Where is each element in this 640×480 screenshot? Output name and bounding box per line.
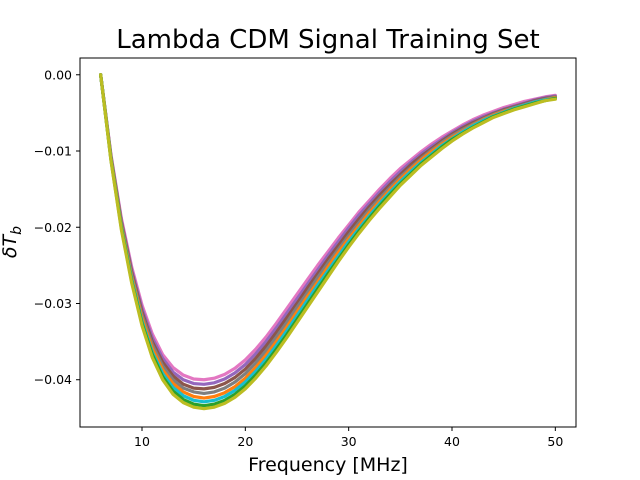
y-tick-label: −0.04 bbox=[34, 372, 72, 387]
series-line-8 bbox=[99, 73, 557, 411]
y-axis-label-subscript: b bbox=[9, 226, 25, 235]
plot-area bbox=[79, 57, 577, 428]
x-tick-label: 10 bbox=[134, 434, 150, 449]
x-tick-label: 40 bbox=[444, 434, 460, 449]
series-line-7 bbox=[99, 73, 557, 408]
series-layer bbox=[99, 73, 557, 411]
x-tick-label: 50 bbox=[547, 434, 563, 449]
y-tick-label: −0.01 bbox=[34, 144, 72, 159]
series-line-6 bbox=[99, 73, 557, 404]
y-tick-label: −0.03 bbox=[34, 296, 72, 311]
axes-frame bbox=[79, 57, 577, 428]
series-line-5 bbox=[99, 73, 557, 400]
y-tick-label: −0.02 bbox=[34, 220, 72, 235]
series-line-4 bbox=[99, 73, 557, 396]
x-tick-label: 20 bbox=[237, 434, 253, 449]
x-axis-label: Frequency [MHz] bbox=[248, 454, 408, 476]
y-axis-label-base: δT bbox=[0, 233, 21, 258]
y-axis: 0.00 −0.01 −0.02 −0.03 −0.04 bbox=[34, 67, 80, 387]
x-tick-label: 30 bbox=[341, 434, 357, 449]
x-axis: 10 20 30 40 50 bbox=[134, 427, 563, 449]
y-tick-label: 0.00 bbox=[44, 67, 72, 82]
y-axis-label: δTb bbox=[0, 226, 25, 258]
chart-title: Lambda CDM Signal Training Set bbox=[116, 25, 540, 55]
